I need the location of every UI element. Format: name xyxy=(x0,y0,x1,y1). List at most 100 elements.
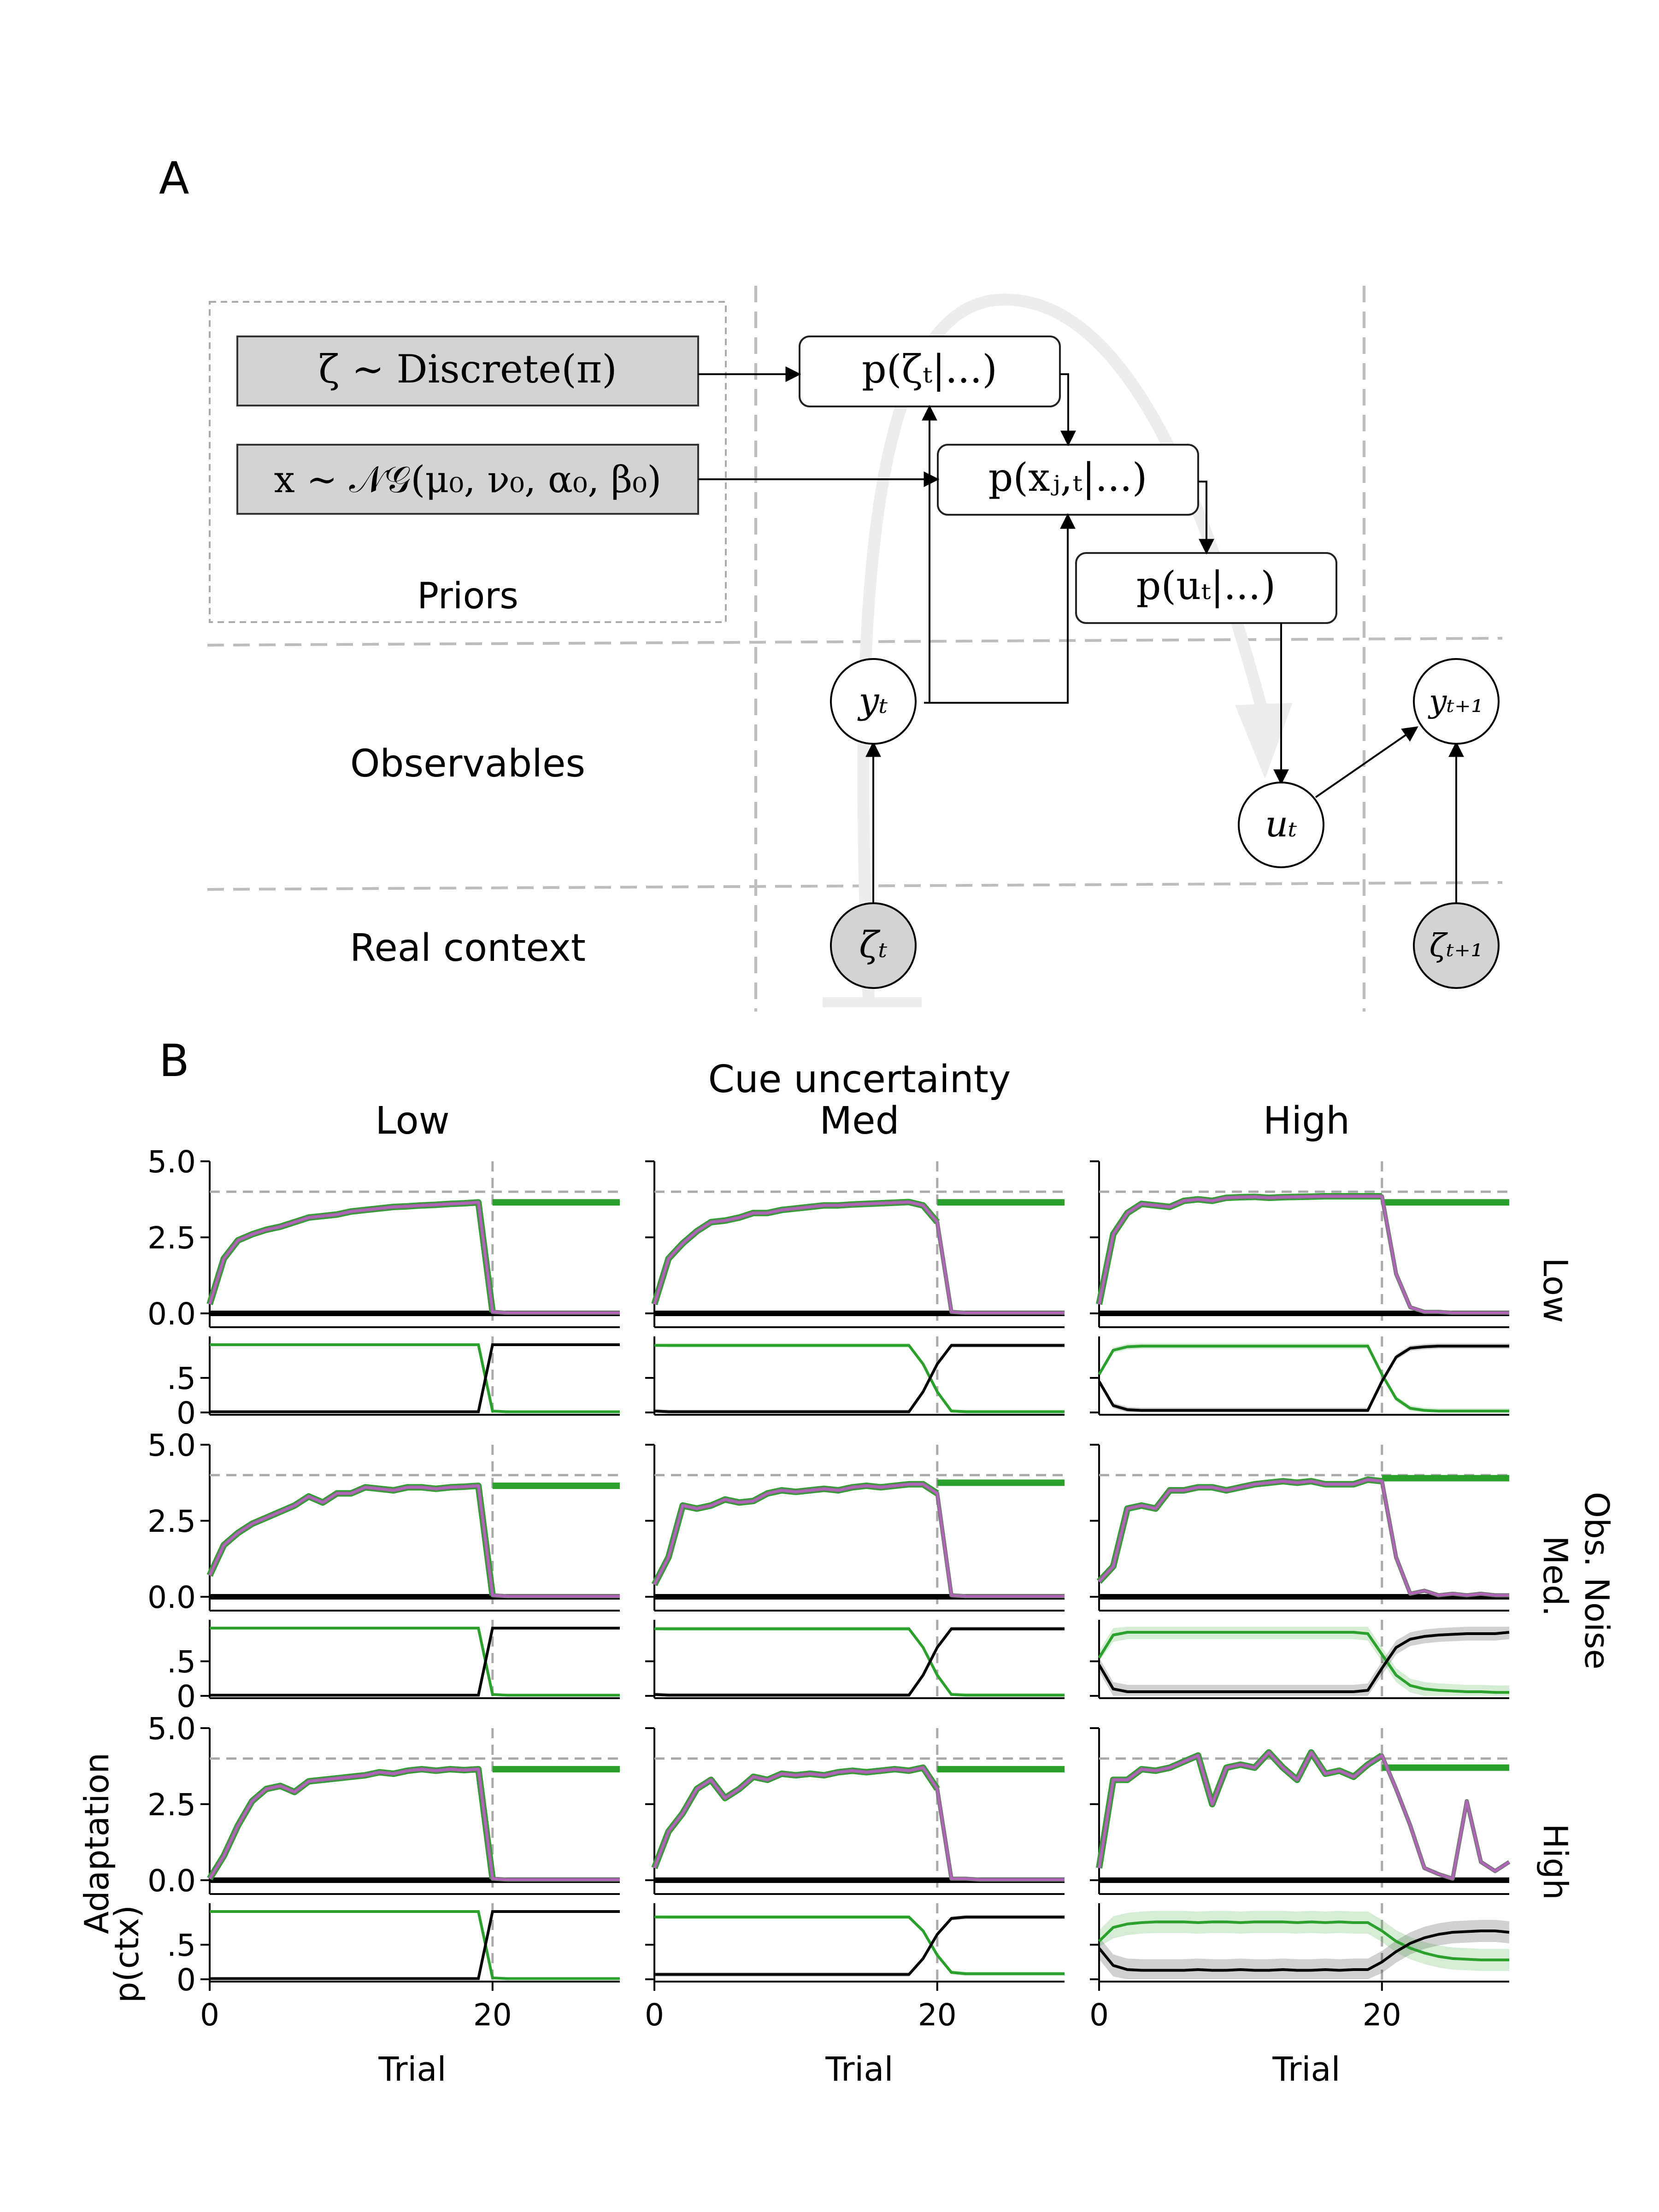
node-zeta-t-label: ζₜ xyxy=(859,924,888,966)
p-ctx2-line xyxy=(210,1343,620,1413)
adaptation-green-underlay xyxy=(651,1199,940,1306)
adaptation-green-underlay xyxy=(651,1481,939,1586)
subplot-r0-c2 xyxy=(1090,1160,1509,1416)
node-y-t-label: yₜ xyxy=(857,680,888,722)
ctx1-uncertainty-band xyxy=(1099,1911,1509,1971)
observables-label: Observables xyxy=(350,742,585,786)
ctx2-uncertainty-band xyxy=(654,1343,1065,1412)
adaptation-green-underlay xyxy=(1096,1476,1382,1584)
x-tick-label: 0 xyxy=(645,1997,664,2033)
p-ctx1-line xyxy=(210,1910,620,1980)
adapt-tick-label: 0.0 xyxy=(147,1580,196,1615)
ylabel-pctx: p(ctx) xyxy=(107,1905,146,2003)
cue-uncertainty-title: Cue uncertainty xyxy=(708,1058,1011,1101)
xlabel-col-low: Trial xyxy=(378,2050,446,2088)
prior-normal-gamma-text: x ∼ 𝒩𝒢(μ₀, ν₀, α₀, β₀) xyxy=(274,458,662,501)
adaptation-line xyxy=(208,1201,620,1314)
ctx2-uncertainty-band xyxy=(1099,1343,1509,1412)
p-ctx1-line xyxy=(1098,1920,1509,1961)
col-title-low: Low xyxy=(375,1099,449,1143)
node-y-t1 xyxy=(1413,658,1500,745)
adaptation-green-underlay xyxy=(207,1766,496,1881)
real-context-label: Real context xyxy=(350,926,586,970)
adaptation-line xyxy=(653,1200,1065,1314)
adapt-tick-label: 5.0 xyxy=(147,1711,196,1747)
p-ctx1-line xyxy=(1098,1631,1509,1694)
panel-a-arrows xyxy=(698,366,1464,903)
ctx1-uncertainty-band xyxy=(654,1627,1065,1696)
node-y-t1-label: yₜ₊₁ xyxy=(1428,683,1483,720)
x-tick-label: 20 xyxy=(1363,1997,1401,2033)
node-u-t-label: uₜ xyxy=(1265,804,1297,845)
adapt-tick-label: 2.5 xyxy=(147,1504,196,1539)
p-ctx2-line xyxy=(210,1910,620,1980)
subplot-grid: 5.02.50.0.505.02.50.0.505.02.50.0.500 20 0… xyxy=(147,1144,1511,2033)
node-zeta-t xyxy=(830,902,917,989)
p-ctx2-line xyxy=(1098,1345,1509,1412)
p-ctx1-line xyxy=(654,1627,1065,1697)
adaptation-line xyxy=(208,1768,620,1881)
adapt-tick-label: 5.0 xyxy=(147,1428,196,1463)
prior-discrete-text: ζ ∼ Discrete(π) xyxy=(318,347,617,392)
xlabel-col-high: Trial xyxy=(1272,2050,1340,2088)
p-ctx2-line xyxy=(654,1344,1065,1413)
adaptation-line xyxy=(653,1483,1065,1598)
subplot-r0-c0: 5.0 2.5 0.0 .50 xyxy=(147,1144,620,1431)
adapt-tick-label: 0.0 xyxy=(147,1863,196,1899)
pctx-tick-label: .5 xyxy=(167,1361,196,1396)
node-zeta-t1-label: ζₜ₊₁ xyxy=(1430,928,1483,964)
subplot-r2-c2: 0 20 xyxy=(1089,1727,1511,2033)
node-u-t xyxy=(1238,782,1324,868)
p-ctx2-line xyxy=(1098,1930,1510,1972)
adapt-tick-label: 0.0 xyxy=(147,1296,196,1332)
panel-b-label: B xyxy=(159,1035,189,1087)
adaptation-green-underlay xyxy=(1096,1193,1382,1305)
p-ctx2-line xyxy=(210,1627,620,1697)
subplot-r2-c0: 5.0 2.5 0.0 .500 20 xyxy=(147,1711,620,2033)
p-ctx1-line xyxy=(654,1344,1065,1413)
col-title-med: Med xyxy=(819,1099,899,1143)
x-tick-label: 0 xyxy=(200,1997,219,2033)
x-tick-label: 0 xyxy=(1089,1997,1109,2033)
x-tick-label: 20 xyxy=(918,1997,957,2033)
pctx-tick-label: 0 xyxy=(176,1962,196,1998)
adaptation-outline xyxy=(1097,1194,1509,1315)
p-ctx2-line xyxy=(1098,1631,1510,1693)
row-title-med: Med. xyxy=(1536,1535,1575,1616)
panel-a-grid xyxy=(207,286,1503,1012)
adaptation-green-underlay xyxy=(206,1199,496,1312)
subplot-r1-c2 xyxy=(1090,1444,1510,1699)
p-ctx1-line xyxy=(654,1916,1065,1975)
p-x-text: p(xⱼ,ₜ|...) xyxy=(988,455,1147,500)
row-title-high: High xyxy=(1536,1824,1575,1900)
pctx-tick-label: .5 xyxy=(167,1928,196,1963)
adaptation-line xyxy=(1098,1478,1509,1597)
panel-a: A ζ ∼ Discrete(π) x ∼ 𝒩𝒢(μ₀, ν₀, α₀, β₀)… xyxy=(159,153,1503,1012)
ctx2-uncertainty-band xyxy=(1099,1920,1509,1979)
adapt-tick-label: 5.0 xyxy=(147,1144,196,1180)
p-ctx2-line xyxy=(654,1627,1065,1697)
p-ctx1-line xyxy=(1098,1345,1509,1412)
p-ctx1-line xyxy=(210,1627,620,1697)
adaptation-line xyxy=(653,1766,1065,1881)
xlabel-col-med: Trial xyxy=(825,2050,893,2088)
ctx2-uncertainty-band xyxy=(654,1627,1065,1696)
ctx1-uncertainty-band xyxy=(1099,1343,1509,1412)
adaptation-outline xyxy=(207,1483,620,1599)
subplot-r0-c1 xyxy=(645,1160,1065,1416)
col-title-high: High xyxy=(1263,1099,1350,1143)
adapt-tick-label: 2.5 xyxy=(147,1220,196,1256)
obs-noise-title: Obs. Noise xyxy=(1577,1492,1616,1669)
prior-discrete-box xyxy=(236,335,699,406)
pctx-tick-label: 0 xyxy=(176,1679,196,1714)
ctx1-uncertainty-band xyxy=(654,1915,1065,1976)
adaptation-line xyxy=(1098,1751,1510,1880)
adaptation-green-underlay xyxy=(651,1764,940,1870)
adaptation-line xyxy=(208,1484,620,1598)
prior-normal-gamma-box xyxy=(236,444,699,515)
x-tick-label: 20 xyxy=(473,1997,512,2033)
p-zeta-text: p(ζₜ|...) xyxy=(862,347,997,392)
ctx1-uncertainty-band xyxy=(1099,1627,1509,1696)
ctx1-uncertainty-band xyxy=(654,1343,1065,1412)
